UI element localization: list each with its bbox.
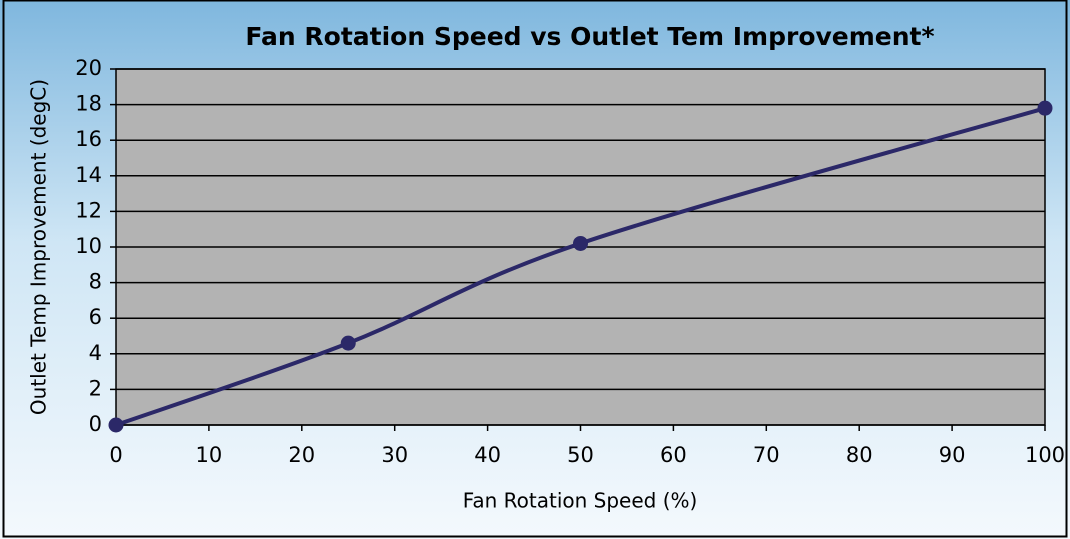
x-tick-label: 30 [381, 443, 408, 467]
x-tick-label: 20 [288, 443, 315, 467]
chart-title: Fan Rotation Speed vs Outlet Tem Improve… [245, 22, 934, 51]
y-tick-label: 14 [75, 163, 102, 187]
x-tick-label: 40 [474, 443, 501, 467]
line [115, 106, 1046, 427]
x-tick-label: 100 [1025, 443, 1065, 467]
x-tick-label: 60 [660, 443, 687, 467]
x-tick-label: 10 [196, 443, 223, 467]
y-tick-label: 16 [75, 127, 102, 151]
y-tick-label: 12 [75, 198, 102, 222]
x-axis-label: Fan Rotation Speed (%) [463, 489, 698, 513]
y-tick-label: 0 [89, 412, 102, 436]
x-tick-label: 70 [753, 443, 780, 467]
marker [1037, 100, 1053, 116]
x-tick-label: 90 [939, 443, 966, 467]
x-tick-label: 0 [109, 443, 122, 467]
y-tick-label: 8 [89, 270, 102, 294]
y-tick-label: 2 [89, 376, 102, 400]
y-tick-label: 18 [75, 92, 102, 116]
marker [573, 235, 588, 251]
y-tick-label: 10 [75, 234, 102, 258]
y-tick-label: 4 [89, 341, 102, 365]
marker [340, 335, 356, 351]
y-axis-label: Outlet Temp Improvement (degC) [27, 79, 51, 415]
x-tick-label: 80 [846, 443, 873, 467]
y-tick-label: 20 [75, 56, 102, 80]
x-tick-label: 50 [567, 443, 594, 467]
y-tick-label: 6 [89, 305, 102, 329]
marker [108, 417, 124, 433]
